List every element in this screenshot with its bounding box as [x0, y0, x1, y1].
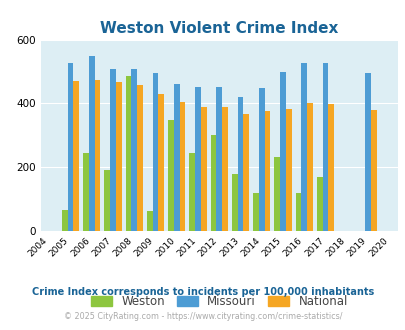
Bar [179, 102, 185, 231]
Legend: Weston, Missouri, National: Weston, Missouri, National [85, 290, 352, 313]
Text: © 2025 CityRating.com - https://www.cityrating.com/crime-statistics/: © 2025 CityRating.com - https://www.city… [64, 312, 341, 321]
Bar [125, 76, 131, 231]
Bar [73, 82, 79, 231]
Bar [364, 73, 370, 231]
Bar [316, 177, 322, 231]
Bar [137, 85, 143, 231]
Bar [94, 80, 100, 231]
Bar [158, 94, 164, 231]
Bar [295, 193, 301, 231]
Bar [243, 114, 249, 231]
Bar [253, 193, 258, 231]
Bar [328, 104, 333, 231]
Bar [152, 73, 158, 231]
Bar [195, 87, 200, 231]
Bar [264, 111, 270, 231]
Bar [83, 153, 89, 231]
Bar [147, 211, 152, 231]
Bar [274, 157, 279, 231]
Bar [89, 56, 94, 231]
Bar [285, 109, 291, 231]
Bar [216, 87, 222, 231]
Bar [279, 72, 285, 231]
Bar [110, 69, 115, 231]
Bar [301, 63, 307, 231]
Bar [173, 84, 179, 231]
Bar [200, 107, 206, 231]
Bar [131, 69, 137, 231]
Bar [67, 63, 73, 231]
Bar [104, 170, 110, 231]
Bar [237, 97, 243, 231]
Bar [115, 82, 121, 231]
Bar [222, 107, 227, 231]
Title: Weston Violent Crime Index: Weston Violent Crime Index [100, 21, 338, 36]
Bar [189, 153, 195, 231]
Bar [258, 88, 264, 231]
Bar [231, 174, 237, 231]
Bar [168, 120, 173, 231]
Bar [322, 63, 328, 231]
Bar [62, 210, 67, 231]
Bar [370, 110, 376, 231]
Bar [307, 103, 312, 231]
Bar [210, 135, 216, 231]
Text: Crime Index corresponds to incidents per 100,000 inhabitants: Crime Index corresponds to incidents per… [32, 287, 373, 297]
